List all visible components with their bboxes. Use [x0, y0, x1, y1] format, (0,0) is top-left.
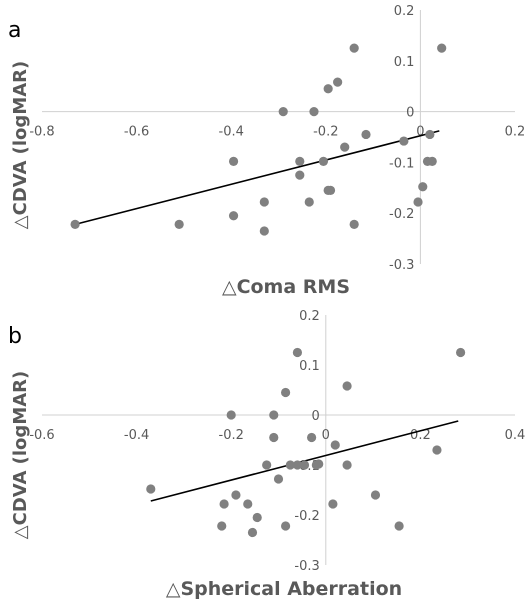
data-point [314, 459, 324, 469]
data-point [278, 107, 288, 117]
data-point [70, 219, 80, 229]
data-point [247, 527, 258, 538]
x-tick-label: -0.6 [29, 428, 54, 443]
data-point [292, 460, 303, 470]
data-point [304, 197, 314, 207]
data-point [295, 170, 305, 180]
chart-a: a △CDVA (logMAR) △Coma RMS -0.8 -0.6 -0.4 -… [8, 4, 525, 298]
trendline [74, 130, 440, 226]
x-tick-label: -0.2 [313, 125, 338, 140]
data-point [323, 84, 333, 94]
y-tick-label: -0.3 [294, 559, 319, 574]
x-tick-label: 0 [322, 428, 330, 443]
y-tick-label: 0.2 [299, 309, 320, 324]
data-point [228, 156, 239, 166]
y-tick-label: -0.3 [389, 258, 414, 273]
data-point [217, 521, 227, 531]
y-tick-label: 0 [312, 409, 320, 424]
data-point [370, 490, 381, 500]
data-point [228, 211, 239, 221]
data-point [280, 521, 291, 531]
data-point [280, 387, 291, 398]
x-tick-label: 0.4 [505, 428, 526, 443]
data-point [219, 499, 229, 509]
x-tick-label: 0.2 [505, 125, 526, 140]
data-point [307, 432, 317, 443]
y-axis-label-a: △CDVA (logMAR) [10, 61, 31, 229]
data-point [394, 521, 404, 531]
data-point [399, 136, 409, 146]
y-tick-label: -0.2 [389, 207, 414, 222]
data-point [427, 156, 437, 166]
data-point [418, 182, 428, 192]
data-point [309, 107, 319, 117]
data-point [231, 490, 241, 500]
data-point [299, 460, 310, 470]
panel-label-a: a [8, 18, 21, 43]
data-point [285, 460, 295, 470]
x-tick-label: -0.4 [124, 428, 149, 443]
data-point [262, 460, 272, 470]
y-tick-label: 0.2 [394, 4, 415, 19]
data-point [259, 197, 269, 207]
panel-label-b: b [8, 324, 22, 349]
data-point [243, 499, 253, 509]
data-point [259, 226, 269, 236]
y-tick-label: 0.1 [299, 359, 320, 374]
x-tick-label: -0.8 [29, 125, 54, 140]
data-point [413, 197, 423, 207]
data-point [146, 484, 156, 494]
data-point [456, 347, 466, 358]
y-tick-label: 0.1 [394, 55, 415, 70]
data-point [349, 219, 359, 229]
data-point [333, 77, 343, 87]
x-tick-label: 0 [416, 125, 424, 140]
data-point [425, 129, 435, 140]
data-point [273, 474, 284, 484]
data-point [437, 43, 447, 53]
data-point [325, 185, 336, 195]
data-point [295, 156, 305, 166]
data-point [342, 381, 352, 391]
x-tick-label: -0.6 [124, 125, 149, 140]
data-point [318, 156, 329, 166]
data-point [269, 432, 279, 443]
x-tick-label: -0.4 [219, 125, 244, 140]
x-tick-label: -0.2 [219, 428, 244, 443]
data-point [361, 129, 371, 140]
y-axis-label-b: △CDVA (logMAR) [10, 371, 31, 539]
data-point [349, 43, 359, 53]
data-point [174, 219, 184, 229]
data-point [252, 512, 262, 523]
x-axis-label-a: △Coma RMS [222, 276, 350, 298]
x-axis-label-b: △Spherical Aberration [166, 578, 402, 600]
data-point [432, 445, 442, 455]
data-point [226, 410, 236, 420]
data-point [342, 460, 352, 470]
data-point [340, 142, 350, 152]
chart-b: b △CDVA (logMAR) △Spherical Aberration -… [8, 309, 525, 600]
y-tick-label: -0.2 [294, 509, 319, 524]
y-tick-label: -0.1 [389, 156, 414, 171]
y-tick-label: 0 [406, 106, 414, 121]
data-point [328, 499, 338, 509]
data-point [269, 410, 279, 420]
data-point [330, 440, 340, 450]
data-point [292, 347, 303, 358]
